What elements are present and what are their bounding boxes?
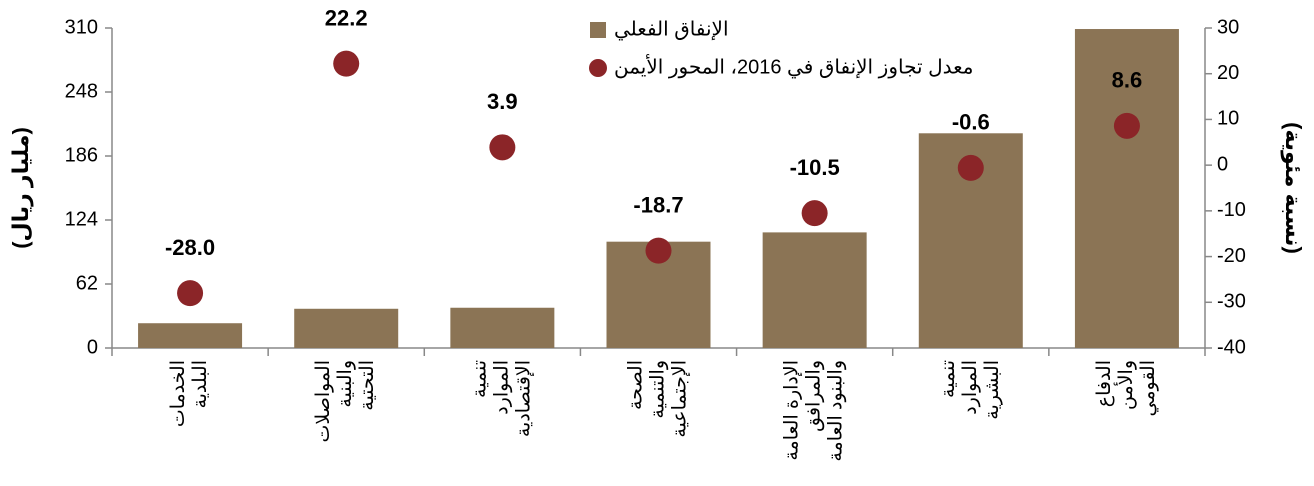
x-tick-label: الخدمات	[168, 360, 189, 427]
data-label: -10.5	[790, 155, 840, 180]
x-tick-label: والأمن	[1114, 360, 1137, 410]
bar	[138, 323, 243, 348]
x-tick-label: والمرافق	[804, 360, 825, 432]
y-tick-label: 248	[65, 80, 98, 102]
legend-swatch	[589, 59, 607, 77]
y2-tick-label: -30	[1217, 291, 1246, 313]
x-tick-label: البشرية	[982, 360, 1003, 420]
y-tick-label: 0	[87, 336, 98, 358]
y2-tick-label: 30	[1217, 16, 1239, 38]
y-tick-label: 186	[65, 144, 98, 166]
dot	[333, 50, 360, 77]
y-tick-label: 62	[76, 272, 98, 294]
x-tick-label: الإجتماعية	[670, 360, 691, 438]
x-tick-label: والبنود العامة	[826, 360, 847, 462]
x-tick-label: التحتية	[357, 360, 378, 411]
y-tick-label: 310	[65, 16, 98, 38]
x-tick-label: الإدارة العامة	[782, 360, 803, 461]
x-tick-label: الموارد	[491, 360, 512, 415]
x-tick-label: والتنمية	[648, 360, 669, 419]
x-tick-label: تنمية	[938, 360, 959, 398]
dot	[489, 134, 516, 161]
x-tick-label: والبنية	[335, 360, 356, 408]
data-label: 8.6	[1112, 68, 1143, 93]
y2-tick-label: 20	[1217, 62, 1239, 84]
data-label: 3.9	[487, 89, 518, 114]
dot	[177, 280, 204, 307]
legend-label: معدل تجاوز الإنفاق في 2016، المحور الأيم…	[614, 54, 974, 79]
x-tick-label: الإقتصادية	[513, 360, 534, 437]
x-tick-label: تنمية	[469, 360, 490, 398]
x-tick-label: المواصلات	[313, 360, 334, 443]
y2-tick-label: 0	[1217, 153, 1228, 175]
y-tick-label: 124	[65, 208, 98, 230]
bar	[294, 308, 399, 348]
dot	[645, 237, 672, 264]
x-tick-label: القومي	[1138, 360, 1159, 417]
bar	[762, 232, 867, 348]
y2-tick-label: -10	[1217, 199, 1246, 221]
y2-axis-title: (نسبة مئوية)	[1280, 122, 1306, 254]
y2-tick-label: -20	[1217, 245, 1246, 267]
data-label: 22.2	[325, 5, 368, 30]
x-tick-label: البلدية	[190, 360, 211, 409]
x-tick-label: الموارد	[960, 360, 981, 415]
legend-swatch	[590, 22, 606, 38]
bar	[1074, 29, 1179, 348]
y2-tick-label: 10	[1217, 108, 1239, 130]
x-tick-label: الصحة	[626, 360, 647, 410]
dot	[801, 200, 828, 227]
data-label: -18.7	[633, 192, 683, 217]
data-label: -28.0	[165, 235, 215, 260]
dot	[1113, 112, 1140, 139]
data-label: -0.6	[952, 110, 990, 135]
y2-tick-label: -40	[1217, 336, 1246, 358]
dot	[957, 154, 984, 181]
legend-label: الإنفاق الفعلي	[614, 18, 729, 41]
y-axis-title: (مليار ريال)	[8, 127, 33, 249]
x-tick-label: الدفاع	[1094, 360, 1115, 407]
bar	[450, 307, 555, 348]
